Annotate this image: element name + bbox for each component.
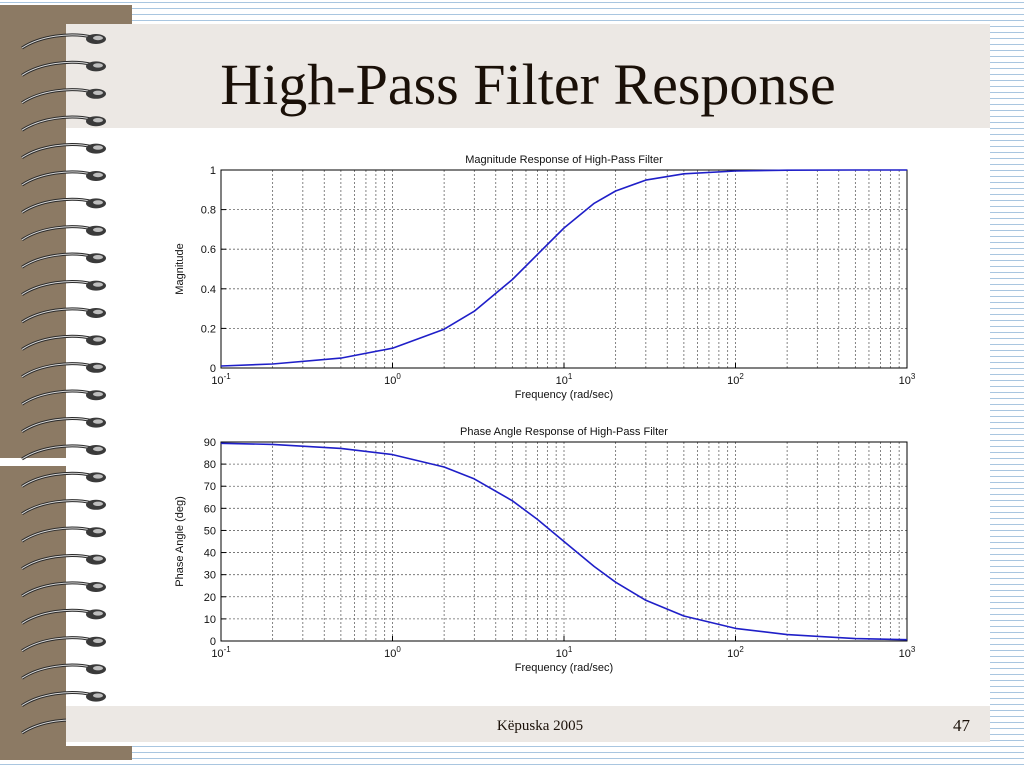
binding-ring [21, 115, 106, 132]
x-tick-label: 103 [899, 372, 916, 387]
x-tick-label: 101 [556, 645, 573, 660]
binding-ring [21, 143, 106, 159]
y-axis-label: Phase Angle (deg) [174, 496, 186, 587]
y-tick-label: 20 [204, 592, 216, 604]
binding-ring [21, 362, 106, 379]
footer-text: Këpuska 2005 [496, 718, 584, 734]
y-tick-label: 40 [204, 548, 216, 560]
x-axis-label: Frequency (rad/sec) [515, 662, 613, 674]
y-tick-label: 0.8 [201, 205, 216, 217]
y-tick-label: 0 [210, 363, 216, 375]
x-tick-label: 103 [899, 645, 916, 660]
y-tick-label: 0.2 [201, 323, 216, 335]
y-tick-label: 50 [204, 525, 216, 537]
series-line [220, 169, 907, 367]
binding-ring [21, 444, 106, 461]
binding-strip-gap [0, 458, 70, 466]
x-tick-label: 102 [727, 372, 744, 387]
title-band [66, 24, 990, 128]
binding-ring [21, 389, 106, 406]
y-tick-label: 0 [210, 636, 216, 648]
x-tick-label: 10-1 [211, 645, 231, 660]
footer-band [66, 706, 990, 742]
binding-ring [21, 581, 106, 598]
y-axis-label: Magnitude [174, 243, 186, 294]
spiral-binding [21, 33, 106, 735]
binding-ring [21, 471, 106, 488]
binding-ring [21, 197, 106, 214]
x-tick-label: 10-1 [211, 372, 231, 387]
page-number: 47 [953, 716, 970, 735]
binding-ring [21, 307, 106, 324]
binding-ring [21, 417, 106, 433]
binding-ring [21, 60, 106, 77]
binding-ring [21, 526, 106, 543]
binding-ring [21, 608, 106, 625]
slide-title: High-Pass Filter Response [220, 52, 836, 117]
binding-ring [21, 280, 106, 296]
y-tick-label: 30 [204, 570, 216, 582]
binding-ring [21, 252, 106, 269]
y-tick-label: 80 [204, 459, 216, 471]
binding-ring [21, 554, 106, 570]
binding-ring [21, 334, 106, 351]
x-axis-label: Frequency (rad/sec) [515, 389, 613, 401]
y-tick-label: 90 [204, 437, 216, 449]
binding-ring [21, 499, 106, 516]
series-line [220, 442, 908, 641]
x-tick-label: 100 [384, 645, 401, 660]
x-tick-label: 100 [384, 372, 401, 387]
magnitude-chart: 0 0.2 0.4 0.6 0.8 1 10-1 100 101 102 103 Magnitude … [174, 154, 916, 401]
y-tick-label: 10 [204, 614, 216, 626]
x-tick-label: 101 [556, 372, 573, 387]
y-tick-label: 1 [210, 165, 216, 177]
phase-chart: 0 10 20 30 40 50 60 70 80 90 10-1 100 101 102 103 Phase… [174, 426, 916, 674]
binding-ring [21, 88, 106, 105]
y-tick-label: 0.6 [201, 244, 216, 256]
y-tick-label: 70 [204, 481, 216, 493]
y-tick-label: 60 [204, 503, 216, 515]
chart-title: Magnitude Response of High-Pass Filter [465, 154, 663, 166]
binding-ring [21, 636, 106, 653]
binding-ring [21, 33, 106, 50]
x-tick-label: 102 [727, 645, 744, 660]
binding-ring [21, 225, 106, 242]
binding-ring [21, 663, 106, 680]
y-tick-label: 0.4 [201, 284, 216, 296]
binding-ring [21, 170, 106, 187]
binding-ring [21, 691, 106, 707]
chart-title: Phase Angle Response of High-Pass Filter [460, 426, 668, 438]
